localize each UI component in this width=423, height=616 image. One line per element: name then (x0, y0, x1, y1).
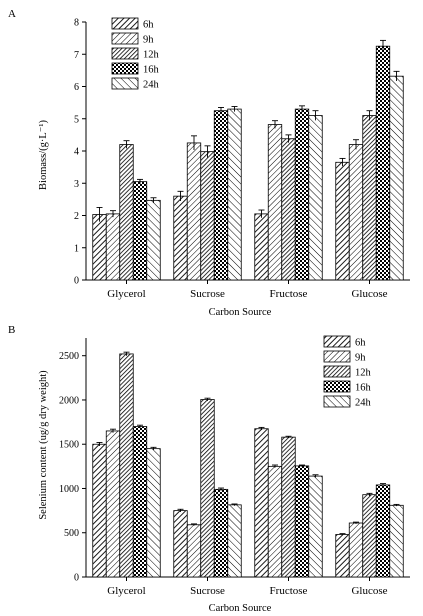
bar-9h-sucrose (186, 524, 202, 578)
bar-6h-glucose (335, 534, 350, 578)
bar-24h-sucrose (227, 108, 242, 281)
x-tick-label: Fructose (270, 288, 308, 300)
bar-12h-sucrose (200, 151, 215, 281)
legend-label-24h: 24h (355, 398, 372, 409)
legend-label-6h: 6h (143, 20, 154, 31)
bar-12h-fructose (281, 138, 296, 281)
x-tick-label: Glucose (351, 288, 387, 300)
bar-12h-glycerol (119, 144, 134, 281)
legend-swatch-24h (323, 395, 351, 408)
bar-9h-glucose (348, 144, 364, 281)
bar-6h-sucrose (173, 195, 188, 281)
bar-24h-glycerol (146, 448, 161, 578)
bar-12h-glycerol (119, 353, 134, 578)
y-tick-label: 2500 (59, 351, 79, 362)
bar-6h-fructose (254, 213, 269, 281)
panel-label-a: A (8, 8, 16, 20)
y-tick-label: 0 (74, 573, 79, 584)
legend-label-24h: 24h (143, 80, 160, 91)
bar-16h-sucrose (213, 110, 229, 281)
bar-9h-glycerol (105, 430, 121, 578)
x-tick-label: Glucose (351, 585, 387, 597)
bar-6h-glucose (335, 161, 350, 281)
bar-9h-fructose (267, 465, 283, 578)
legend-label-9h: 9h (355, 353, 366, 364)
legend-label-12h: 12h (355, 368, 372, 379)
panel-b: B Selenium content (ug/g dry weight) Car… (8, 324, 410, 614)
bar-24h-glucose (389, 75, 404, 281)
y-tick-label: 0 (74, 276, 79, 287)
legend-swatch-6h (323, 335, 351, 348)
y-tick-label: 8 (74, 18, 79, 29)
y-tick-label: 4 (74, 147, 79, 158)
y-tick-label: 1000 (59, 484, 79, 495)
bar-12h-sucrose (200, 399, 215, 578)
bar-24h-fructose (308, 115, 323, 281)
x-tick-label: Sucrose (190, 585, 225, 597)
bar-9h-sucrose (186, 142, 202, 281)
legend-label-16h: 16h (355, 383, 372, 394)
bar-6h-sucrose (173, 510, 188, 578)
bar-12h-fructose (281, 436, 296, 578)
y-tick-label: 5 (74, 114, 79, 125)
y-tick-label: 2 (74, 211, 79, 222)
legend-swatch-9h (111, 32, 139, 45)
legend-swatch-6h (111, 17, 139, 30)
bar-9h-fructose (267, 124, 283, 281)
bar-6h-glycerol (92, 443, 107, 578)
y-tick-label: 2000 (59, 395, 79, 406)
x-tick-label: Fructose (270, 585, 308, 597)
bar-24h-sucrose (227, 504, 242, 578)
bar-24h-glycerol (146, 199, 161, 281)
legend-swatch-9h (323, 350, 351, 363)
y-tick-label: 3 (74, 179, 79, 190)
bar-24h-fructose (308, 475, 323, 578)
x-tick-label: Sucrose (190, 288, 225, 300)
y-tick-label: 1 (74, 243, 79, 254)
bar-12h-glucose (362, 115, 377, 281)
panel-label-b: B (8, 324, 15, 336)
bar-9h-glucose (348, 522, 364, 578)
legend-label-16h: 16h (143, 65, 160, 76)
ylabel-b: Selenium content (ug/g dry weight) (38, 370, 49, 520)
y-tick-label: 6 (74, 82, 79, 93)
bar-24h-glucose (389, 504, 404, 578)
bar-9h-glycerol (105, 213, 121, 281)
panel-a: A Biomass/(g·L⁻¹) Carbon Source 0 1 2 3 4 5 6 7… (8, 8, 410, 318)
legend-swatch-24h (111, 77, 139, 90)
bar-16h-fructose (294, 108, 310, 281)
y-tick-label: 7 (74, 50, 79, 61)
bar-16h-fructose (294, 465, 310, 578)
y-tick-label: 1500 (59, 440, 79, 451)
xlabel-b: Carbon Source (209, 603, 272, 614)
legend-swatch-16h (111, 62, 139, 75)
y-tick-label: 500 (64, 528, 79, 539)
bar-12h-glucose (362, 494, 377, 578)
x-tick-label: Glycerol (107, 288, 145, 300)
xlabel-a: Carbon Source (209, 307, 272, 318)
bar-6h-fructose (254, 428, 269, 578)
legend-label-12h: 12h (143, 50, 160, 61)
legend-swatch-12h (111, 47, 139, 60)
bar-16h-sucrose (213, 488, 229, 578)
bar-16h-glucose (375, 484, 391, 578)
legend-swatch-16h (323, 380, 351, 393)
legend-label-9h: 9h (143, 35, 154, 46)
bar-6h-glycerol (92, 214, 107, 281)
bar-16h-glycerol (132, 181, 148, 281)
bar-16h-glucose (375, 45, 391, 281)
x-tick-label: Glycerol (107, 585, 145, 597)
legend-label-6h: 6h (355, 338, 366, 349)
bar-16h-glycerol (132, 426, 148, 578)
legend-swatch-12h (323, 365, 351, 378)
ylabel-a: Biomass/(g·L⁻¹) (38, 120, 49, 190)
